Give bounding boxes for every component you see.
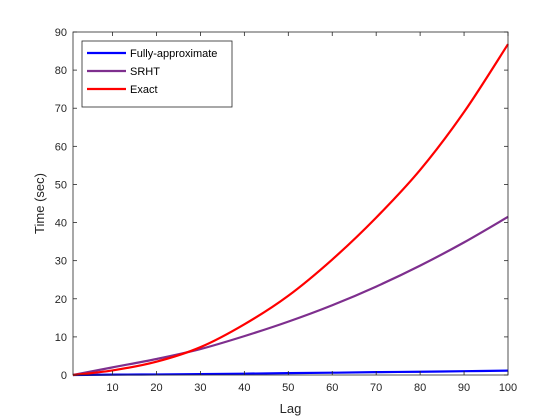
x-tick-label: 60 [326, 382, 338, 394]
y-tick-label: 40 [55, 218, 67, 230]
y-tick-label: 80 [55, 65, 67, 77]
x-tick-label: 100 [499, 382, 517, 394]
legend-label-srht: SRHT [130, 66, 160, 78]
series-line-exact [72, 43, 509, 377]
x-tick-label: 90 [458, 382, 470, 394]
x-tick-label: 30 [194, 382, 206, 394]
x-tick-label: 20 [150, 382, 162, 394]
legend-label-fully-approximate: Fully-approximate [130, 48, 217, 60]
legend: Fully-approximate SRHT Exact [81, 40, 233, 108]
y-tick-label: 50 [55, 179, 67, 191]
x-axis-label: Lag [280, 401, 302, 416]
legend-label-exact: Exact [130, 84, 158, 96]
axes-layer: 10 20 30 40 50 60 70 80 90 100 0 10 20 30 40 50 60 70 80 90 [55, 27, 517, 394]
x-tick-label: 70 [370, 382, 382, 394]
x-tick-label: 50 [282, 382, 294, 394]
y-tick-label: 10 [55, 332, 67, 344]
x-tick-label: 10 [106, 382, 118, 394]
y-tick-label: 20 [55, 294, 67, 306]
axes-box [72, 31, 509, 376]
x-tick-label: 80 [414, 382, 426, 394]
y-axis-label: Time (sec) [32, 173, 47, 234]
y-tick-label: 60 [55, 141, 67, 153]
y-tick-label: 90 [55, 27, 67, 39]
y-tick-label: 30 [55, 256, 67, 268]
series-line-srht [72, 215, 509, 377]
y-tick-label: 70 [55, 103, 67, 115]
y-tick-label: 0 [61, 370, 67, 382]
x-tick-label: 40 [238, 382, 250, 394]
